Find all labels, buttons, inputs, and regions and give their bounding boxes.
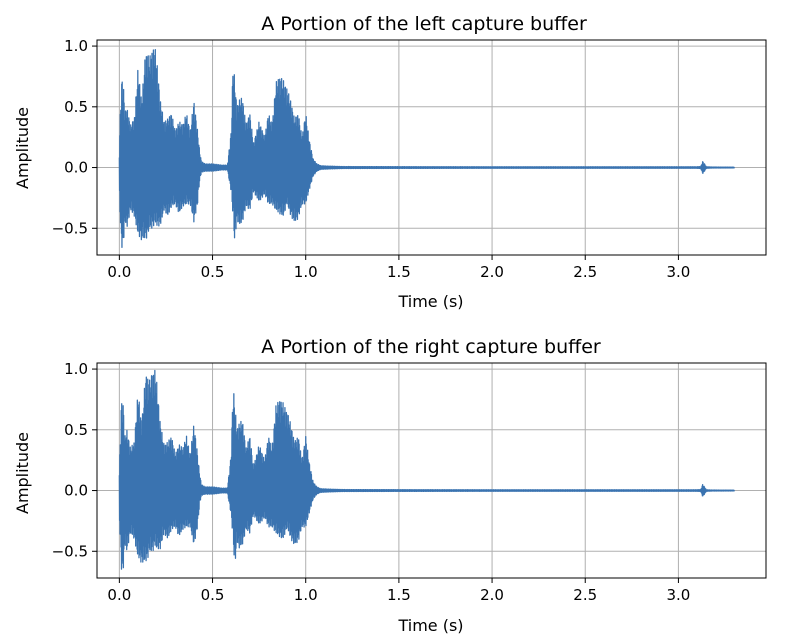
x-tick-label: 1.0 [294,263,318,281]
y-tick-label: 0.5 [64,421,88,439]
x-tick-label: 0.0 [107,586,131,604]
plot-frame [96,39,767,256]
x-tick-label: 3.0 [666,586,690,604]
y-axis-label: Amplitude [13,432,32,514]
x-tick-label: 2.0 [480,263,504,281]
x-tick-label: 2.0 [480,586,504,604]
y-tick-label: 0.0 [64,482,88,500]
y-tick-label: 0.5 [64,98,88,116]
x-tick-label: 0.5 [201,586,225,604]
y-tick-label: −0.5 [52,542,88,560]
axis-ticks: 0.0 0.5 1.0 1.5 2.0 2.5 3.0 −0.5 0.0 0.5 1.0 [52,37,691,281]
x-tick-label: 1.5 [387,263,411,281]
waveform [118,49,735,249]
x-tick-label: 2.5 [573,263,597,281]
plot-frame [96,362,767,579]
chart-title: A Portion of the left capture buffer [261,13,587,35]
x-tick-label: 1.5 [387,586,411,604]
y-tick-label: 0.0 [64,159,88,177]
x-tick-label: 0.5 [201,263,225,281]
x-tick-label: 2.5 [573,586,597,604]
y-tick-label: 1.0 [64,37,88,55]
waveform [118,369,735,570]
x-tick-label: 1.0 [294,586,318,604]
x-tick-label: 0.0 [107,263,131,281]
x-axis-label: Time (s) [397,616,463,635]
y-tick-label: 1.0 [64,360,88,378]
x-axis-label: Time (s) [397,292,463,311]
y-tick-label: −0.5 [52,219,88,237]
left-buffer-panel: A Portion of the left capture buffer Tim… [13,13,767,311]
waveform-line [118,369,735,570]
axis-ticks: 0.0 0.5 1.0 1.5 2.0 2.5 3.0 −0.5 0.0 0.5 1.0 [52,360,691,604]
y-axis-label: Amplitude [13,107,32,189]
waveform-line [118,49,735,249]
x-tick-label: 3.0 [666,263,690,281]
right-buffer-panel: A Portion of the right capture buffer Ti… [13,336,767,635]
chart-title: A Portion of the right capture buffer [261,336,601,358]
